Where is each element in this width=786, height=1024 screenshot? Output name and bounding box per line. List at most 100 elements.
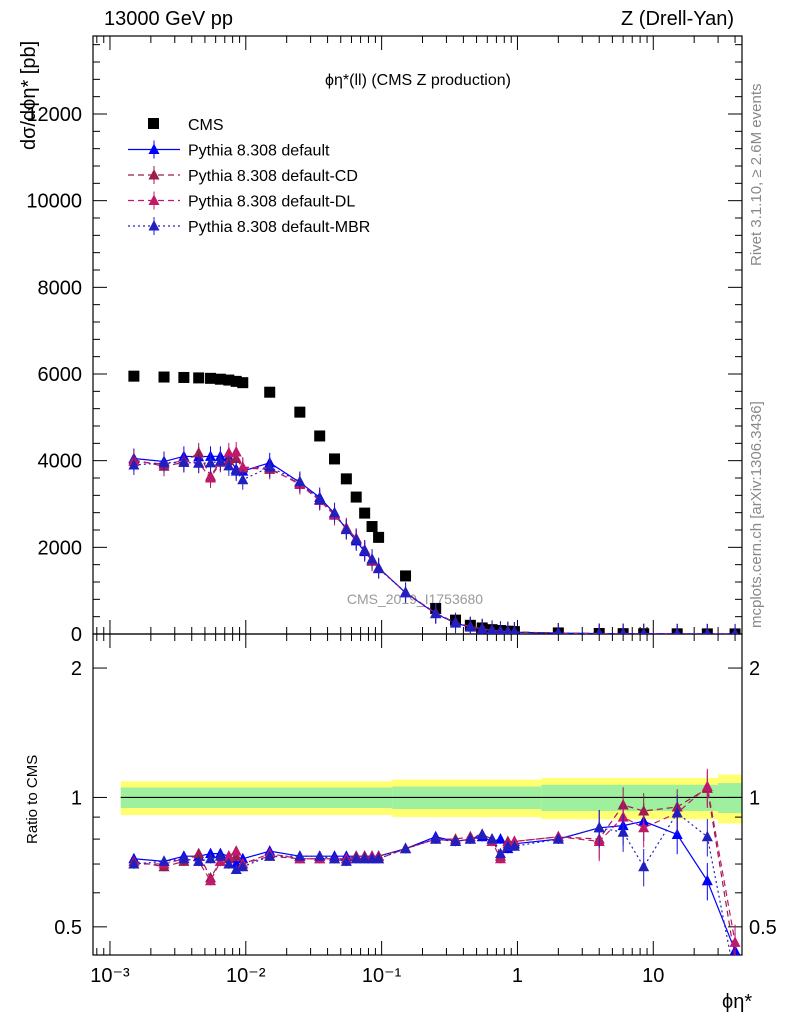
cms-data-point [205, 372, 217, 384]
cms-data-point [193, 372, 205, 384]
series-point-4 [230, 465, 242, 476]
legend-marker [148, 169, 160, 180]
mcplots-label: mcplots.cern.ch [arXiv:1306.3436] [748, 401, 765, 628]
series-point-4 [329, 506, 341, 518]
ratio-point-0 [701, 874, 713, 886]
series-point-3 [237, 461, 249, 472]
series-point-4 [158, 456, 170, 468]
ratio-point-3 [223, 858, 235, 869]
x-axis-label: ϕη* [722, 991, 752, 1013]
ratio-point-3 [400, 842, 412, 854]
ratio-point-3 [205, 852, 217, 864]
cms-data-point [230, 375, 242, 387]
ratio-frame [92, 633, 743, 956]
ratio-point-1 [193, 847, 205, 859]
ratio-point-3 [593, 821, 605, 833]
legend-label: Pythia 8.308 default [188, 143, 330, 160]
cms-data-point [366, 521, 378, 533]
ratio-y-tick-label: 2 [71, 658, 82, 680]
ratio-point-3 [671, 807, 683, 818]
series-point-4 [237, 473, 249, 485]
series-point-4 [128, 459, 140, 470]
cms-data-point [237, 377, 249, 389]
series-point-2 [193, 446, 205, 458]
legend-label: CMS [188, 117, 224, 134]
y-tick-label: 12000 [26, 104, 82, 126]
ratio-point-0 [494, 833, 506, 844]
series-point-4 [314, 493, 326, 505]
ratio-point-2 [638, 821, 650, 833]
ratio-y-tick-label-right: 2 [749, 658, 760, 680]
ratio-point-3 [508, 840, 520, 851]
series-point-4 [400, 586, 412, 597]
ratio-y-tick-label: 1 [71, 787, 82, 809]
series-point-4 [619, 627, 627, 634]
legend-marker-cms [148, 118, 159, 129]
ratio-point-2 [205, 874, 217, 886]
ratio-point-3 [638, 860, 650, 872]
series-point-4 [731, 627, 739, 634]
cms-data-point [350, 491, 362, 503]
ratio-point-3 [476, 828, 488, 839]
x-tick-label: 10⁻³ [90, 965, 130, 987]
ratio-point-3 [494, 847, 506, 859]
ratio-point-3 [178, 852, 190, 864]
ratio-point-3 [486, 833, 498, 844]
series-point-4 [178, 456, 190, 467]
series-point-3 [230, 446, 242, 457]
chart-title: ϕη*(ll) (CMS Z production) [325, 72, 511, 89]
series-point-4 [294, 475, 306, 486]
cms-data-point [329, 453, 341, 465]
cms-data-point [400, 570, 412, 582]
y-axis-label: dσ/dϕη* [pb] [18, 40, 40, 150]
header-left: 13000 GeV pp [104, 8, 233, 30]
ratio-y-tick-label-right: 0.5 [749, 917, 777, 939]
cms-data-point [264, 386, 276, 398]
ratio-series-group [128, 768, 741, 983]
ratio-point-2 [701, 780, 713, 792]
series-point-3 [223, 446, 235, 458]
ratio-point-3 [701, 830, 713, 842]
legend-marker [148, 194, 160, 205]
header-right: Z (Drell-Yan) [621, 8, 734, 30]
ratio-line-0 [133, 820, 736, 951]
series-point-4 [476, 622, 488, 634]
series-point-4 [205, 456, 217, 468]
series-point-4 [503, 625, 513, 634]
series-point-4 [554, 627, 562, 634]
ratio-point-3 [730, 972, 741, 983]
ratio-point-3 [430, 833, 442, 844]
series-point-4 [340, 523, 352, 535]
y-tick-label: 10000 [26, 191, 82, 213]
cms-data-point [178, 371, 190, 383]
series-point-4 [510, 626, 519, 634]
series-point-4 [430, 607, 442, 619]
cms-data-point [128, 370, 140, 382]
cms-data-point [340, 473, 352, 485]
cms-data-point [373, 531, 385, 543]
ratio-band-group [120, 774, 742, 824]
cms-data-point [223, 374, 235, 386]
series-point-4 [359, 544, 371, 555]
y-tick-label: 4000 [38, 451, 83, 473]
ratio-point-2 [729, 936, 741, 947]
series-point-4 [373, 562, 385, 574]
ratio-point-3 [237, 860, 249, 872]
cms-data-point [314, 430, 326, 442]
y-tick-label: 6000 [38, 364, 83, 386]
series-point-4 [496, 625, 505, 634]
ratio-point-3 [214, 850, 226, 861]
ratio-line-3 [133, 812, 732, 955]
series-point-4 [450, 616, 462, 628]
ratio-point-3 [552, 833, 564, 844]
series-point-4 [640, 627, 647, 634]
rivet-version-label: Rivet 3.1.10, ≥ 2.6M events [748, 83, 765, 267]
legend-label: Pythia 8.308 default-DL [188, 194, 355, 211]
legend-marker [148, 220, 160, 231]
ratio-point-3 [340, 855, 352, 866]
series-point-4 [223, 459, 235, 471]
ratio-point-3 [193, 855, 205, 866]
ratio-y-tick-label: 0.5 [54, 917, 82, 939]
ratio-axis-label: Ratio to CMS [24, 754, 41, 844]
